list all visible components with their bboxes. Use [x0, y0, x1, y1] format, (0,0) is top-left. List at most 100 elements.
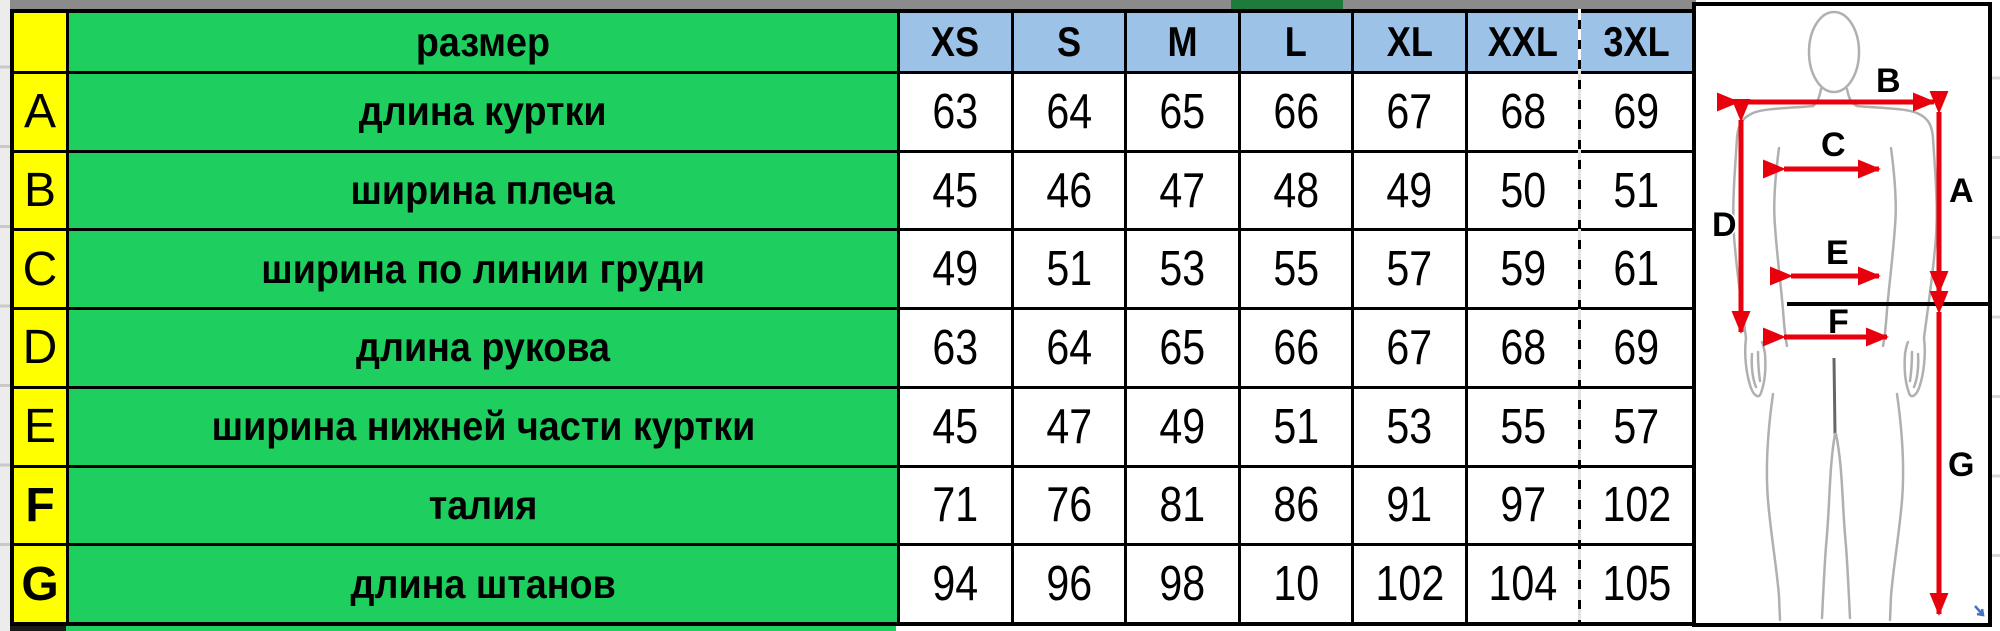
- value-C-L[interactable]: 55: [1240, 231, 1352, 308]
- sheet-top-strip-accent: [1231, 0, 1343, 9]
- header-size-xxl-text: XXL: [1487, 18, 1559, 65]
- row-label-G[interactable]: длина штанов: [69, 546, 897, 622]
- header-size-xs[interactable]: XS: [900, 13, 1011, 71]
- header-size-m[interactable]: M: [1127, 13, 1238, 71]
- header-size-xl[interactable]: XL: [1354, 13, 1465, 71]
- row-label-A-text: длина куртки: [359, 88, 607, 135]
- value-B-M-text: 47: [1159, 163, 1206, 218]
- value-D-XXL[interactable]: 68: [1467, 310, 1579, 386]
- row-letter-A[interactable]: A: [14, 74, 66, 150]
- value-E-M-text: 49: [1159, 399, 1206, 454]
- value-C-XL-text: 57: [1386, 242, 1433, 297]
- value-E-3XL[interactable]: 57: [1581, 388, 1692, 465]
- value-A-3XL[interactable]: 69: [1581, 74, 1692, 150]
- value-B-3XL[interactable]: 51: [1581, 152, 1692, 229]
- value-C-XS[interactable]: 49: [900, 231, 1011, 308]
- value-B-XS[interactable]: 45: [900, 152, 1011, 229]
- value-G-XL[interactable]: 102: [1354, 546, 1465, 622]
- value-E-XS[interactable]: 45: [900, 388, 1011, 465]
- row-label-D[interactable]: длина рукова: [69, 310, 897, 386]
- value-A-XL-text: 67: [1386, 84, 1433, 139]
- value-A-XL[interactable]: 67: [1354, 74, 1465, 150]
- diagram-label-B: B: [1876, 62, 1901, 100]
- row-letter-G[interactable]: G: [14, 546, 66, 622]
- header-size-xxl[interactable]: XXL: [1467, 13, 1579, 71]
- row-label-F[interactable]: талия: [69, 467, 897, 544]
- value-F-3XL-text: 102: [1602, 478, 1672, 533]
- value-B-XL[interactable]: 49: [1354, 152, 1465, 229]
- value-E-L[interactable]: 51: [1240, 388, 1352, 465]
- value-G-XS[interactable]: 94: [900, 546, 1011, 622]
- value-D-3XL[interactable]: 69: [1581, 310, 1692, 386]
- value-G-L[interactable]: 10: [1240, 546, 1352, 622]
- value-F-L-text: 86: [1273, 478, 1319, 533]
- value-E-XL-text: 53: [1386, 399, 1433, 454]
- value-E-S[interactable]: 47: [1013, 388, 1125, 465]
- value-B-S[interactable]: 46: [1013, 152, 1125, 229]
- header-size-s[interactable]: S: [1013, 13, 1125, 71]
- value-C-M[interactable]: 53: [1127, 231, 1238, 308]
- header-razmer[interactable]: размер: [69, 13, 897, 71]
- value-A-M[interactable]: 65: [1127, 74, 1238, 150]
- value-F-XXL[interactable]: 97: [1467, 467, 1579, 544]
- row-label-B[interactable]: ширина плеча: [69, 152, 897, 229]
- value-E-M[interactable]: 49: [1127, 388, 1238, 465]
- value-D-XL[interactable]: 67: [1354, 310, 1465, 386]
- value-G-3XL[interactable]: 105: [1581, 546, 1692, 622]
- value-D-S[interactable]: 64: [1013, 310, 1125, 386]
- sheet-top-strip: [10, 0, 1696, 9]
- value-A-L[interactable]: 66: [1240, 74, 1352, 150]
- page-break-dashed-line: [1578, 9, 1581, 626]
- row-letter-D[interactable]: D: [14, 310, 66, 386]
- row-label-C[interactable]: ширина по линии груди: [69, 231, 897, 308]
- header-size-l[interactable]: L: [1240, 13, 1352, 71]
- row-letter-E[interactable]: E: [14, 388, 66, 465]
- value-B-M[interactable]: 47: [1127, 152, 1238, 229]
- value-G-M[interactable]: 98: [1127, 546, 1238, 622]
- value-F-XL[interactable]: 91: [1354, 467, 1465, 544]
- value-A-XXL[interactable]: 68: [1467, 74, 1579, 150]
- value-A-S[interactable]: 64: [1013, 74, 1125, 150]
- value-D-M-text: 65: [1159, 320, 1206, 375]
- header-size-xl-text: XL: [1386, 18, 1433, 65]
- value-F-L[interactable]: 86: [1240, 467, 1352, 544]
- value-F-XS[interactable]: 71: [900, 467, 1011, 544]
- row-label-A[interactable]: длина куртки: [69, 74, 897, 150]
- value-C-S[interactable]: 51: [1013, 231, 1125, 308]
- diagram-label-F: F: [1828, 303, 1849, 341]
- diagram-label-E: E: [1826, 234, 1849, 272]
- value-C-3XL-text: 61: [1613, 242, 1660, 297]
- value-F-3XL[interactable]: 102: [1581, 467, 1692, 544]
- row-letter-C[interactable]: C: [14, 231, 66, 308]
- value-D-M[interactable]: 65: [1127, 310, 1238, 386]
- value-F-S-text: 76: [1045, 478, 1092, 533]
- value-B-XXL-text: 50: [1500, 163, 1547, 218]
- row-label-E[interactable]: ширина нижней части куртки: [69, 388, 897, 465]
- row-letter-F[interactable]: F: [14, 467, 66, 544]
- diagram-label-D: D: [1712, 206, 1737, 244]
- header-size-3xl[interactable]: 3XL: [1581, 13, 1692, 71]
- row-label-G-text: длина штанов: [350, 560, 616, 607]
- value-C-3XL[interactable]: 61: [1581, 231, 1692, 308]
- value-B-XXL[interactable]: 50: [1467, 152, 1579, 229]
- value-G-XXL-text: 104: [1488, 557, 1558, 612]
- value-G-S[interactable]: 96: [1013, 546, 1125, 622]
- corner-cell[interactable]: [14, 13, 66, 71]
- value-E-XXL[interactable]: 55: [1467, 388, 1579, 465]
- value-A-XS[interactable]: 63: [900, 74, 1011, 150]
- value-E-XL[interactable]: 53: [1354, 388, 1465, 465]
- value-C-XL[interactable]: 57: [1354, 231, 1465, 308]
- row-letter-B[interactable]: B: [14, 152, 66, 229]
- value-D-XS[interactable]: 63: [900, 310, 1011, 386]
- value-C-XS-text: 49: [932, 242, 979, 297]
- value-F-S[interactable]: 76: [1013, 467, 1125, 544]
- value-F-M[interactable]: 81: [1127, 467, 1238, 544]
- value-B-XL-text: 49: [1386, 163, 1433, 218]
- value-G-XXL[interactable]: 104: [1467, 546, 1579, 622]
- value-B-L[interactable]: 48: [1240, 152, 1352, 229]
- value-D-XXL-text: 68: [1500, 320, 1547, 375]
- value-C-XXL[interactable]: 59: [1467, 231, 1579, 308]
- value-D-L[interactable]: 66: [1240, 310, 1352, 386]
- value-E-XXL-text: 55: [1500, 399, 1547, 454]
